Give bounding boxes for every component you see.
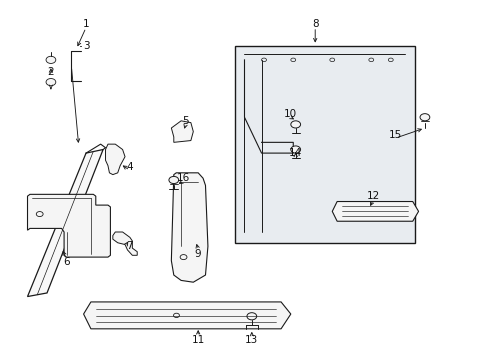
Text: 7: 7 [126, 241, 133, 251]
Text: 16: 16 [177, 173, 190, 183]
Polygon shape [83, 302, 290, 329]
Polygon shape [113, 232, 137, 255]
Polygon shape [331, 202, 418, 221]
Text: 12: 12 [366, 191, 380, 201]
Text: 14: 14 [288, 148, 302, 158]
Text: 3: 3 [82, 41, 89, 50]
Polygon shape [105, 144, 125, 175]
Circle shape [46, 78, 56, 86]
Circle shape [246, 313, 256, 320]
Polygon shape [171, 173, 207, 282]
Text: 9: 9 [194, 248, 201, 258]
Text: 15: 15 [388, 130, 402, 140]
Text: 4: 4 [126, 162, 133, 172]
Text: 13: 13 [244, 334, 258, 345]
Circle shape [168, 176, 178, 184]
Polygon shape [27, 149, 103, 297]
Circle shape [290, 146, 300, 153]
Circle shape [46, 56, 56, 63]
Text: 2: 2 [47, 67, 54, 77]
Polygon shape [234, 45, 414, 243]
Text: 5: 5 [183, 116, 189, 126]
Circle shape [419, 114, 429, 121]
Polygon shape [27, 194, 110, 257]
Text: 10: 10 [284, 109, 297, 119]
Circle shape [290, 121, 300, 128]
Text: 8: 8 [311, 19, 318, 29]
Text: 6: 6 [63, 257, 70, 267]
Text: 11: 11 [191, 334, 204, 345]
Text: 1: 1 [82, 19, 89, 29]
Polygon shape [171, 121, 193, 142]
